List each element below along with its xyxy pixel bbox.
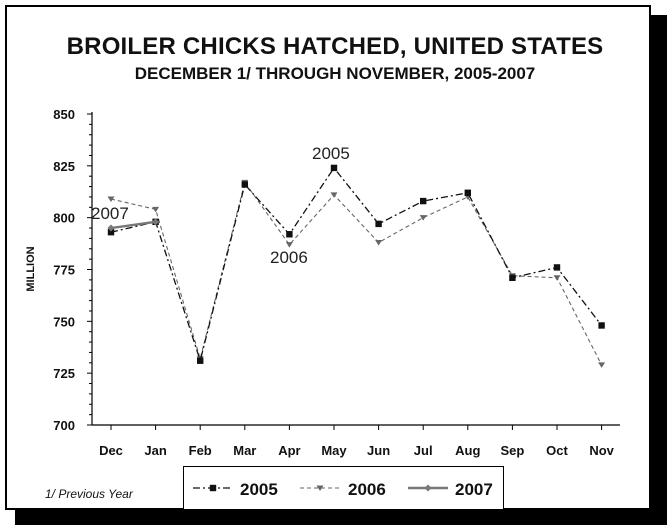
point-2005 (464, 189, 471, 196)
legend-marker-2007 (424, 484, 432, 492)
x-tick-label: Apr (278, 443, 300, 458)
x-tick-label: Oct (546, 443, 568, 458)
x-tick-label: May (321, 443, 347, 458)
y-tick-label: 825 (53, 159, 75, 174)
point-2006 (330, 192, 338, 198)
y-tick-label: 775 (53, 263, 75, 278)
y-tick-label: 850 (53, 107, 75, 122)
series-line-2007 (110, 220, 156, 230)
point-2006 (107, 196, 115, 203)
x-tick-label: Jan (144, 443, 166, 458)
y-tick-label: 725 (53, 366, 75, 381)
point-2007 (152, 218, 160, 226)
point-2006 (152, 206, 160, 213)
legend-marker-2005 (209, 484, 217, 492)
legend-label-2007: 2007 (455, 480, 493, 499)
chart-subtitle: DECEMBER 1/ THROUGH NOVEMBER, 2005-2007 (134, 64, 536, 83)
point-2005 (241, 181, 248, 188)
point-2005 (330, 164, 338, 172)
legend-label-2006: 2006 (348, 480, 386, 499)
x-tick-label: Mar (233, 443, 256, 458)
point-2005 (286, 231, 293, 238)
point-2007 (107, 224, 115, 232)
chart-frame (5, 5, 651, 510)
annotation-2005: 2005 (312, 144, 350, 163)
legend-label-2005: 2005 (240, 480, 278, 499)
point-2006 (553, 275, 561, 281)
x-tick-label: Nov (589, 443, 614, 458)
series-line-2005 (110, 166, 603, 364)
point-2006 (375, 240, 383, 246)
y-tick-label: 750 (53, 314, 75, 329)
x-tick-label: Jun (367, 443, 390, 458)
point-2006 (598, 362, 606, 368)
point-2006 (285, 242, 293, 248)
legend-box (183, 466, 504, 510)
series-line-2006 (110, 181, 603, 366)
legend-marker-2006 (316, 485, 324, 491)
point-2005 (420, 197, 427, 205)
point-2005 (107, 228, 115, 236)
x-tick-label: Aug (455, 443, 480, 458)
point-2005 (509, 274, 516, 281)
annotation-2007: 2007 (91, 204, 129, 223)
point-2005 (197, 357, 204, 364)
point-2005 (375, 220, 382, 228)
y-tick-label: 800 (53, 211, 75, 226)
footnote: 1/ Previous Year (45, 487, 133, 501)
x-tick-label: Jul (414, 443, 433, 458)
x-tick-label: Dec (99, 443, 123, 458)
x-tick-label: Sep (500, 443, 524, 458)
annotation-2006: 2006 (270, 248, 308, 267)
point-2006 (419, 215, 427, 221)
chart-title: BROILER CHICKS HATCHED, UNITED STATES (66, 33, 604, 60)
y-axis-title: MILLION (25, 246, 37, 291)
point-2005 (553, 264, 561, 271)
point-2005 (598, 322, 605, 329)
y-tick-label: 700 (53, 418, 75, 433)
x-tick-label: Feb (189, 443, 212, 458)
